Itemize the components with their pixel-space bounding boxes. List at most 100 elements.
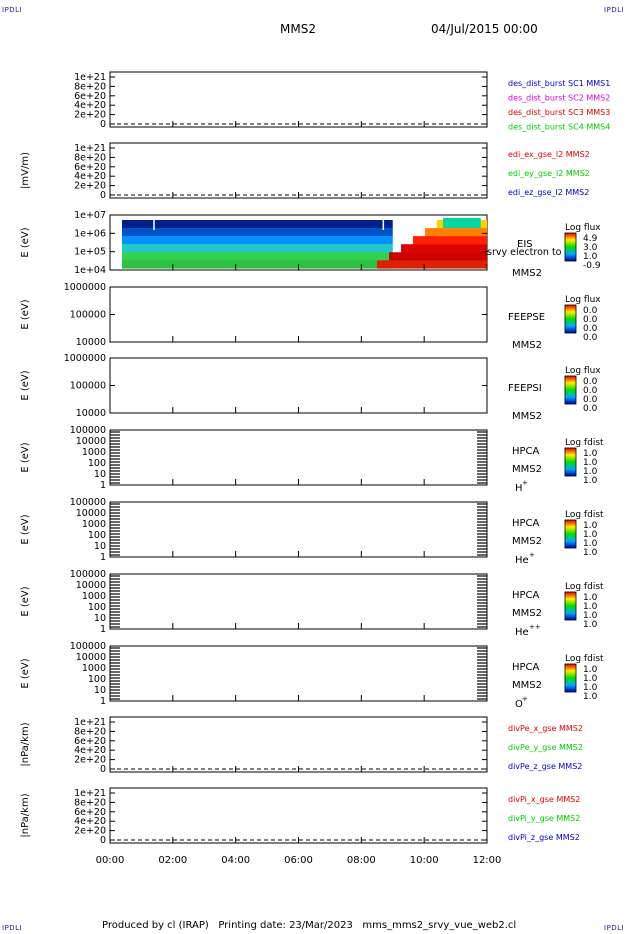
panel-6-species-label: He [515,555,529,566]
panel-7-y-tick-label: 10 [94,613,106,624]
panel-4-y-tick-label: 1000000 [64,353,106,364]
panel-8-colorbar-title: Log fdist [565,654,604,664]
panel-3-colorbar-tick-label: 0.0 [583,324,598,334]
panel-4-colorbar-tick-label: 0.0 [583,377,598,387]
corner-label-top-left: IPDLI [2,6,23,14]
panel-4-colorbar-tick-label: 0.0 [583,404,598,414]
panel-5-y-tick-label: 100 [88,458,106,469]
panel-7-y-tick-label: 10000 [76,580,106,591]
panel-2-colorbar-title: Log flux [565,223,601,233]
panel-0-y-tick-label: 1e+21 [74,72,106,83]
panel-1-y-tick-label: 8e+20 [74,152,106,163]
panel-7-frame [109,573,488,630]
panel-3-colorbar-tick-label: 0.0 [583,315,598,325]
time-axis-tick-label: 00:00 [96,855,125,866]
panel-3-y-tick-label: 100000 [70,310,106,321]
panel-7-y-tick-label: 100000 [70,569,106,580]
panel-7-colorbar-scale [564,591,577,621]
panel-4-y-axis-label: E (eV) [20,370,31,400]
panel-8-species-label: O [515,699,523,710]
panel-8-y-tick-label: 1 [100,696,106,707]
panel-2-overlay-text: srvy electron to [487,247,562,258]
panel-3-frame [109,286,488,343]
panel-1-y-tick-label: 4e+20 [74,171,106,182]
panel-8-y-tick-label: 100 [88,674,106,685]
panel-5-colorbar-scale [564,447,577,477]
panel-6-frame [109,501,488,558]
panel-2-spectrogram-enhanced [425,228,487,237]
panel-10-y-axis-label: |nPa/km) [20,793,31,837]
panel-7-species-charge: ++ [529,623,541,631]
panel-2-y-tick-label: 1e+05 [74,247,106,258]
panel-1-y-tick-label: 1e+21 [74,143,106,154]
panel-3-colorbar-title: Log flux [565,295,601,305]
panel-3-y-axis-label: E (eV) [20,299,31,329]
panel-6-colorbar-scale [564,519,577,549]
panel-0-y-tick-label: 6e+20 [74,91,106,102]
panel-7-y-tick-label: 1000 [82,591,106,602]
panel-0-y-tick-label: 4e+20 [74,100,106,111]
panel-9-legend-entry: divPe_z_gse MMS2 [508,762,582,771]
panel-5-species-charge: + [522,479,528,487]
panel-2-spectrogram-band [122,228,393,237]
panel-8-colorbar-tick-label: 1.0 [583,674,598,684]
panel-2-spectrogram-highe [443,218,481,228]
panel-5-y-tick-label: 1000 [82,447,106,458]
panel-2-spectrogram-band [122,220,393,229]
panel-10-y-tick-label: 1e+21 [74,788,106,799]
panel-2-spectrogram-enhanced [413,236,487,245]
panel-9-y-tick-label: 0 [100,764,106,775]
panel-8-species-charge: + [522,695,528,703]
panel-6-colorbar-tick-label: 1.0 [583,539,598,549]
panel-8-colorbar-tick-label: 1.0 [583,683,598,693]
corner-label-bottom-right: IPDLI [604,924,625,932]
panel-2-y-tick-label: 1e+06 [74,228,106,239]
panel-8-y-tick-label: 10000 [76,652,106,663]
panel-3-instrument-label: FEEPSE [508,312,545,323]
panel-3-y-tick-label: 1000000 [64,282,106,293]
panel-2-colorbar-tick-label: 4.9 [583,234,598,244]
panel-7-colorbar-tick-label: 1.0 [583,602,598,612]
panel-7-y-tick-label: 100 [88,602,106,613]
corner-label-top-right: IPDLI [604,6,625,14]
panel-5-y-axis-label: E (eV) [20,442,31,472]
panel-10-frame [109,787,488,844]
panel-8-y-tick-label: 10 [94,685,106,696]
panel-5-colorbar-tick-label: 1.0 [583,458,598,468]
panel-2-spectrogram-band [122,244,393,253]
panel-6-y-tick-label: 100 [88,530,106,541]
panel-5-colorbar-tick-label: 1.0 [583,476,598,486]
panel-7-colorbar-tick-label: 1.0 [583,611,598,621]
panel-6-instrument-label: HPCA [512,518,540,529]
corner-label-bottom-left: IPDLI [2,924,23,932]
panel-2-spectrogram-enhanced [401,244,487,253]
panel-0-legend-entry: des_dist_burst SC4 MMS4 [508,123,610,132]
panel-9-y-tick-label: 4e+20 [74,745,106,756]
panel-10-y-tick-label: 4e+20 [74,816,106,827]
panel-9-y-tick-label: 2e+20 [74,755,106,766]
panel-5-y-tick-label: 10000 [76,436,106,447]
panel-2-colorbar-tick-label: 3.0 [583,243,598,253]
panel-2-colorbar-scale [564,232,577,262]
panel-7-species-label: He [515,627,529,638]
panel-6-y-tick-label: 1000 [82,519,106,530]
time-axis-tick-label: 10:00 [410,855,439,866]
mission-title: MMS2 [280,22,316,36]
panel-2-spectrogram-enhanced [377,260,487,269]
panel-8-colorbar-scale [564,663,577,693]
panel-6-colorbar-tick-label: 1.0 [583,521,598,531]
panel-5-y-tick-label: 1 [100,480,106,491]
panel-10-y-tick-label: 2e+20 [74,826,106,837]
panel-6-y-tick-label: 10000 [76,508,106,519]
panel-10-legend-entry: divPi_z_gse MMS2 [508,833,580,842]
panel-6-colorbar-tick-label: 1.0 [583,548,598,558]
panel-9-frame [109,716,488,773]
panel-8-y-axis-label: E (eV) [20,658,31,688]
panel-7-colorbar-tick-label: 1.0 [583,593,598,603]
panel-6-y-tick-label: 1 [100,552,106,563]
panel-2-colorbar-tick-label: -0.9 [583,261,601,271]
panel-7-y-tick-label: 1 [100,624,106,635]
time-axis-tick-label: 06:00 [284,855,313,866]
panel-0-y-tick-label: 8e+20 [74,81,106,92]
